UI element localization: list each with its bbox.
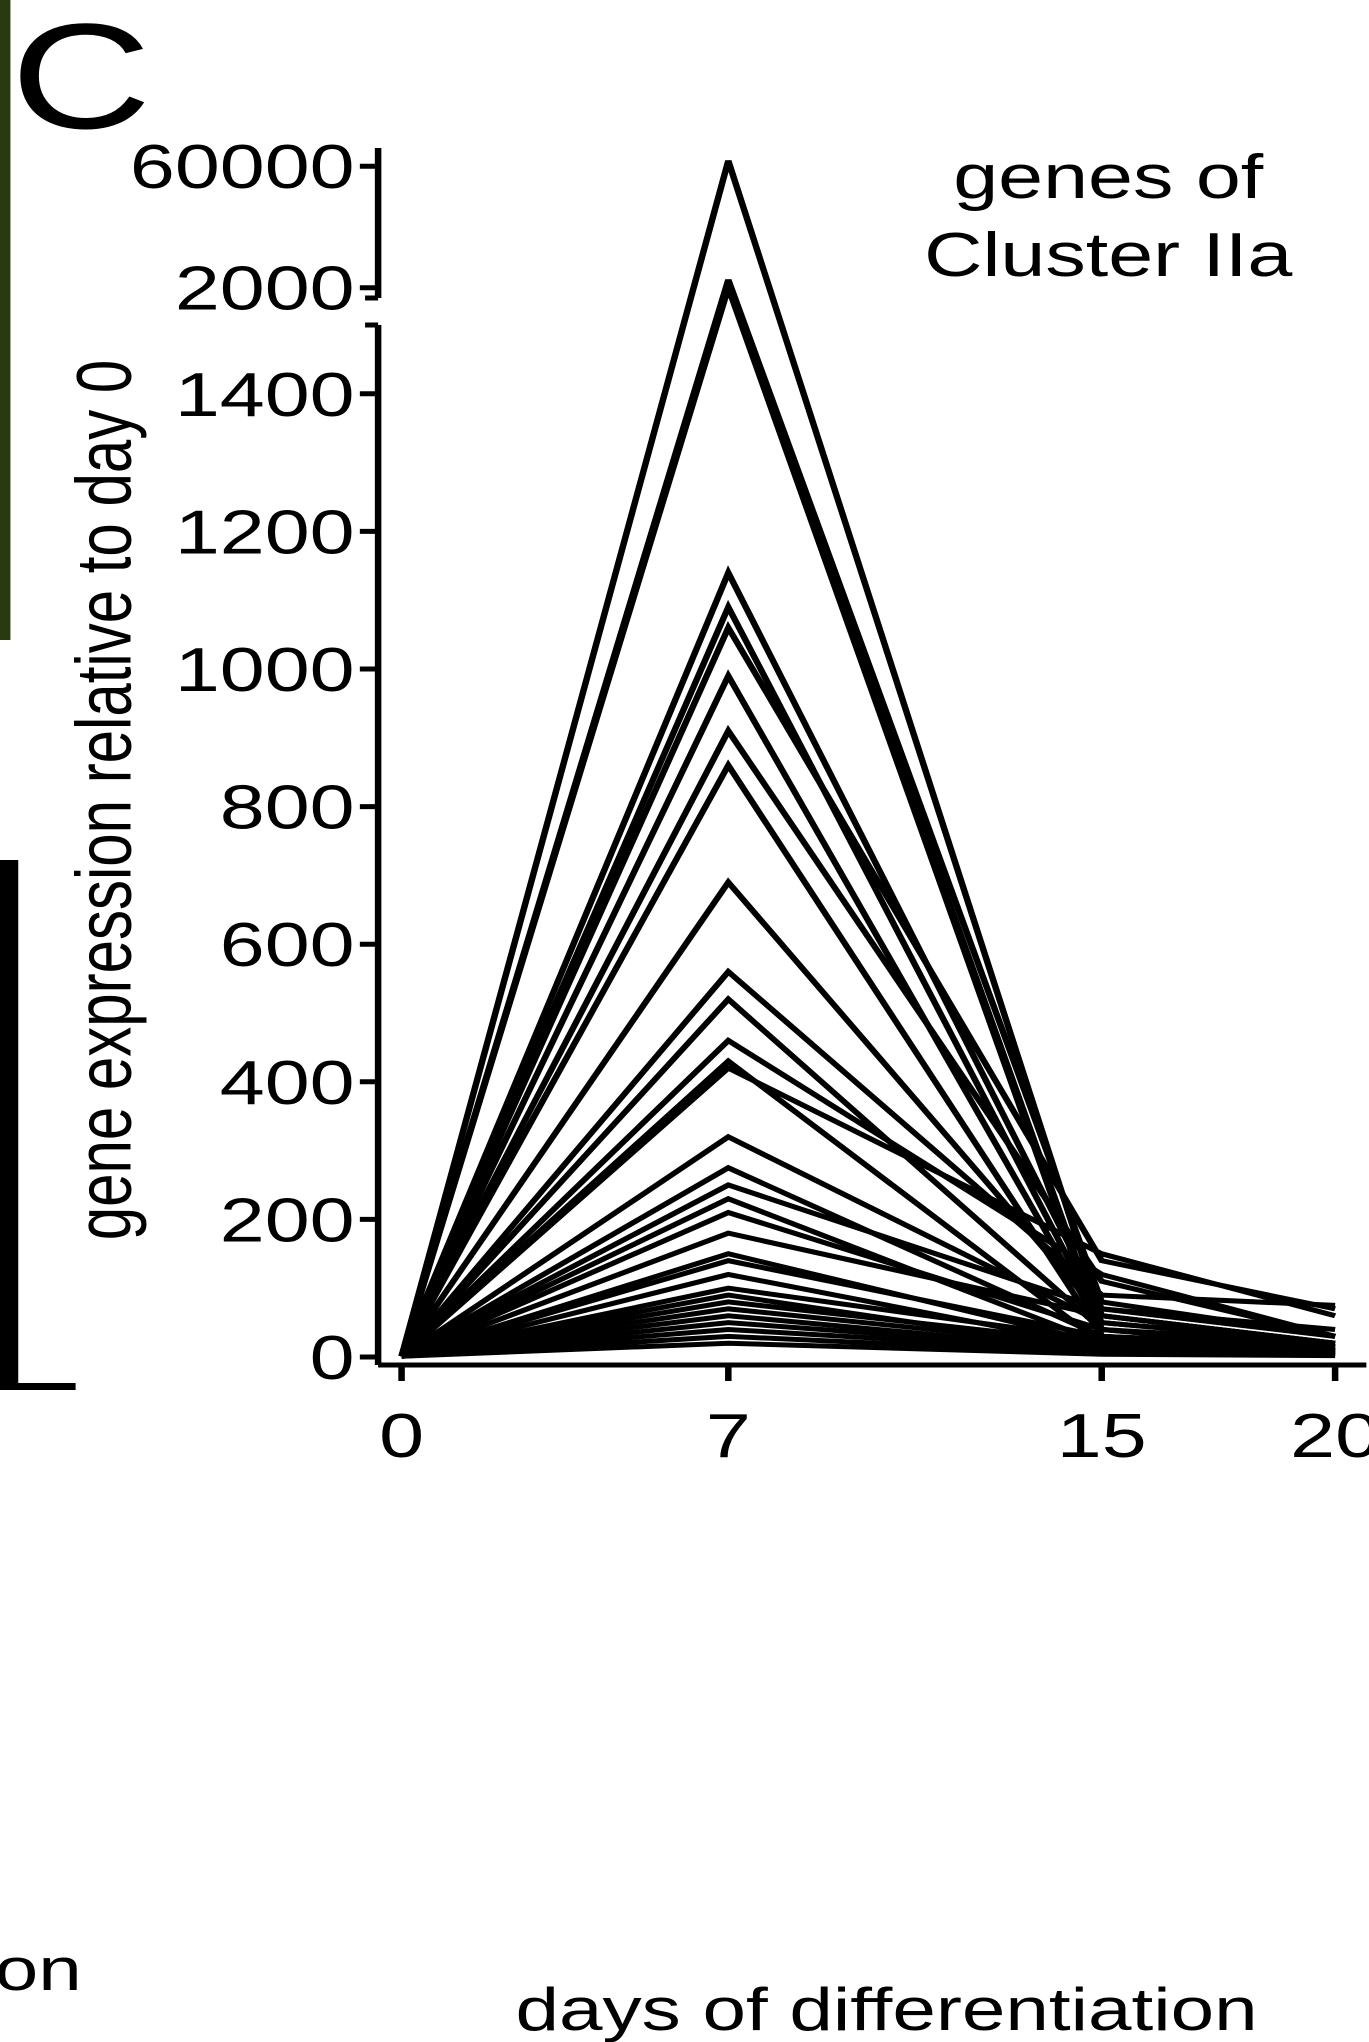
x-tick-label: 20 [1290,1402,1369,1471]
y-tick-label: 800 [220,774,355,843]
x-axis-label: days of differentiation [516,1976,1258,2042]
y-tick-label: 2000 [175,255,355,324]
y-tick-label: 1200 [175,498,355,567]
x-tick-label: 15 [1057,1402,1147,1471]
x-tick-label: 0 [379,1402,424,1471]
y-tick-label: 60000 [130,133,355,202]
neighbor-axis [0,1383,76,1390]
y-tick-label: 1400 [175,361,355,430]
neighbor-bar [0,860,18,1390]
chart: C on genes of Cluster IIa days of differ… [0,0,1369,2042]
x-tick-label: 7 [706,1402,751,1471]
y-tick-label: 0 [310,1324,355,1393]
annotation: Cluster IIa [924,221,1293,290]
y-tick-label: 200 [220,1186,355,1255]
annotation: genes of [953,143,1264,212]
y-axis-label: gene expression relative to day 0 [60,360,148,1240]
data-line [402,628,1336,1357]
data-line [402,161,1336,1357]
y-tick-label: 400 [220,1049,355,1118]
y-tick-label: 600 [220,911,355,980]
y-tick-label: 1000 [175,636,355,705]
neighbor-image-strip [0,0,10,640]
neighbor-fragment: on [0,1936,82,2003]
